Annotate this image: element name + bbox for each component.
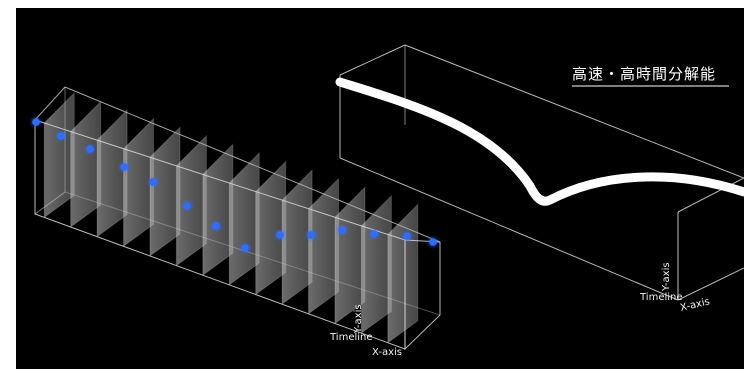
right-x-axis-label: X-axis bbox=[679, 296, 711, 313]
right-box-bottom-edge bbox=[339, 157, 679, 301]
time-slice-plane bbox=[255, 160, 287, 296]
time-slice-plane bbox=[281, 168, 313, 306]
white-trace-curve bbox=[335, 77, 744, 206]
left-slice-group bbox=[43, 91, 419, 344]
time-slice-plane bbox=[96, 108, 128, 238]
blue-signal-dot bbox=[86, 145, 94, 153]
time-slice-plane bbox=[175, 134, 207, 267]
blue-signal-dot bbox=[149, 178, 157, 186]
blue-signal-dot bbox=[338, 226, 346, 234]
time-slice-plane bbox=[308, 177, 340, 315]
time-slice-plane bbox=[202, 143, 234, 277]
left-dot-group bbox=[32, 118, 437, 252]
blue-signal-dot bbox=[429, 238, 437, 246]
time-slice-plane bbox=[43, 91, 75, 219]
blue-signal-dot bbox=[370, 230, 378, 238]
left-x-axis-label: X-axis bbox=[372, 347, 402, 358]
blue-signal-dot bbox=[183, 202, 191, 210]
left-box-start-floor-edge bbox=[34, 191, 66, 215]
blue-signal-dot bbox=[212, 222, 220, 230]
time-slice-plane bbox=[360, 194, 392, 335]
blue-signal-dot bbox=[32, 118, 40, 126]
blue-signal-dot bbox=[276, 231, 284, 239]
left-box-end-face bbox=[404, 239, 441, 351]
left-diagram: Timeline X-axis Y-axis bbox=[32, 86, 441, 358]
left-timeline-label: Timeline bbox=[329, 332, 373, 343]
time-slice-plane bbox=[149, 126, 181, 257]
right-y-axis-label: Y-axis bbox=[661, 262, 672, 292]
time-slice-plane bbox=[228, 151, 260, 286]
left-box-back-edge bbox=[34, 86, 441, 243]
speed-resolution-title: 高速・高時間分解能 bbox=[572, 65, 716, 83]
right-box-top-front-edge bbox=[677, 177, 744, 213]
time-slice-plane bbox=[70, 100, 102, 229]
right-box-bottom-front-edge bbox=[677, 267, 744, 301]
right-box-top-back-edge bbox=[339, 44, 406, 76]
blue-signal-dot bbox=[307, 231, 315, 239]
time-slice-plane bbox=[334, 186, 366, 325]
blue-signal-dot bbox=[57, 132, 65, 140]
right-box-top-far-edge bbox=[404, 44, 744, 179]
right-diagram: Timeline X-axis Y-axis 高速・高時間分解能 bbox=[335, 44, 744, 314]
time-slice-plane bbox=[123, 117, 155, 248]
blue-signal-dot bbox=[241, 244, 249, 252]
time-slice-plane bbox=[387, 203, 419, 344]
blue-signal-dot bbox=[120, 163, 128, 171]
left-y-axis-label: Y-axis bbox=[353, 304, 364, 334]
blue-signal-dot bbox=[403, 232, 411, 240]
right-timeline-label: Timeline bbox=[639, 292, 683, 303]
